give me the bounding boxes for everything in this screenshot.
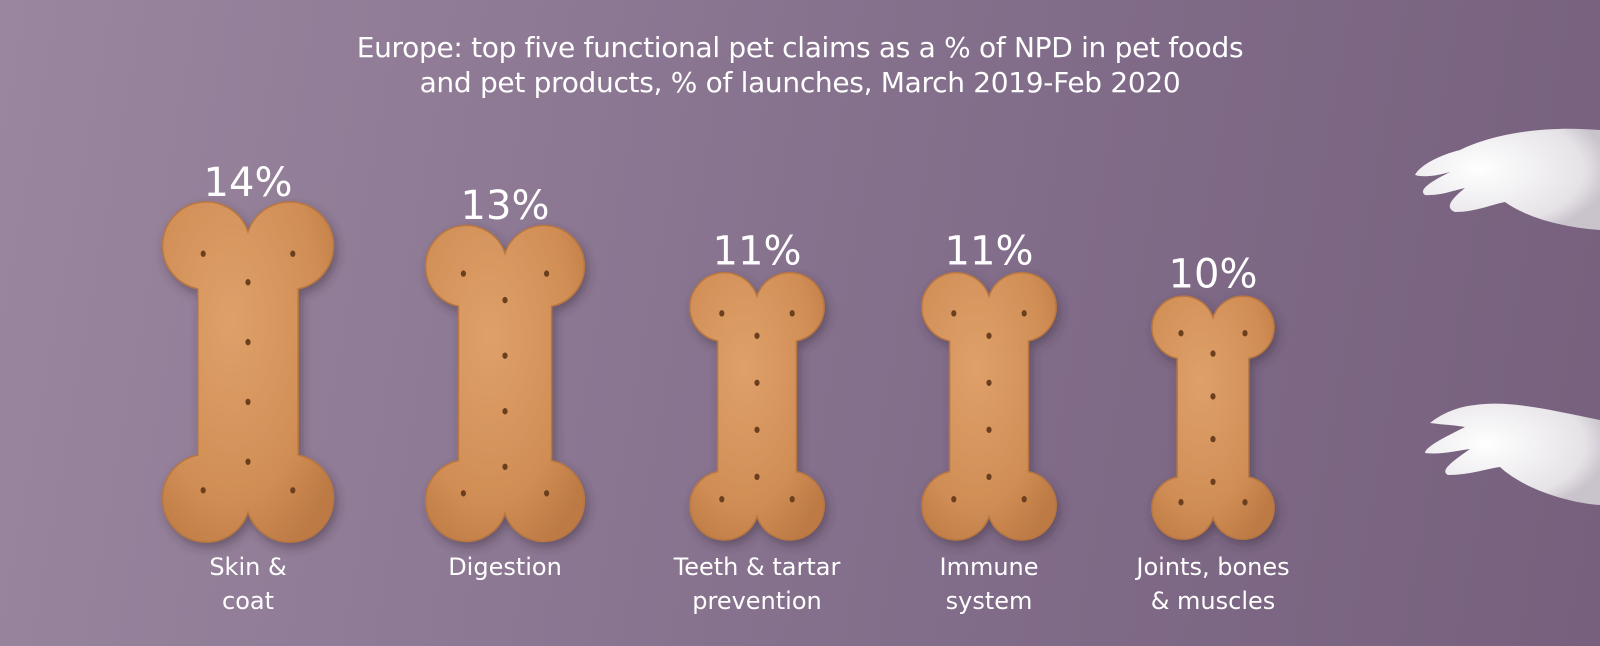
bars-group: 14% Skin & coat 13% Digestion 11% Teeth & tart… bbox=[161, 160, 1290, 615]
bone-hole bbox=[951, 496, 957, 503]
bone-hole bbox=[1242, 499, 1248, 506]
bar-shape bbox=[424, 224, 586, 543]
bone-hole bbox=[986, 379, 992, 386]
bone-hole bbox=[245, 338, 251, 346]
category-label: Immune bbox=[939, 553, 1038, 581]
bone-hole bbox=[544, 270, 550, 277]
category-label: system bbox=[946, 587, 1033, 615]
bone-hole bbox=[502, 296, 508, 304]
chart-title-line-1: Europe: top five functional pet claims a… bbox=[356, 31, 1244, 64]
category-label: Skin & bbox=[209, 553, 286, 581]
bar: 10% Joints, bones & muscles bbox=[1134, 251, 1289, 615]
bone-hole bbox=[1021, 496, 1027, 503]
bone-hole bbox=[986, 332, 992, 339]
bone-hole bbox=[1210, 478, 1216, 486]
category-label: coat bbox=[222, 587, 274, 615]
bone-hole bbox=[754, 426, 760, 433]
bone-hole bbox=[502, 463, 508, 470]
bone-hole bbox=[789, 310, 795, 317]
bone-hole bbox=[1021, 310, 1027, 317]
bone-hole bbox=[290, 250, 296, 257]
bone-hole bbox=[789, 496, 795, 503]
data-label: 10% bbox=[1169, 251, 1258, 297]
bone-hole bbox=[502, 408, 508, 415]
paw-icon bbox=[1415, 128, 1600, 230]
bone-hole bbox=[460, 270, 466, 277]
bone-hole bbox=[719, 496, 725, 503]
bar-shape bbox=[161, 201, 335, 543]
chart-title-line-2: and pet products, % of launches, March 2… bbox=[419, 66, 1181, 99]
bar: 14% Skin & coat bbox=[161, 160, 335, 615]
bone-hole bbox=[951, 310, 957, 317]
bone-hole bbox=[1210, 350, 1216, 357]
category-label: Teeth & tartar bbox=[673, 553, 841, 581]
bone-hole bbox=[1178, 330, 1184, 337]
bone-hole bbox=[1178, 499, 1184, 506]
paw-icon bbox=[1425, 403, 1600, 505]
bone-hole bbox=[1210, 393, 1216, 400]
bone-hole bbox=[754, 332, 760, 339]
bone-hole bbox=[200, 250, 206, 257]
bone-hole bbox=[544, 490, 550, 497]
bone-hole bbox=[719, 310, 725, 317]
data-label: 11% bbox=[945, 229, 1034, 275]
bar: 13% Digestion bbox=[424, 183, 586, 581]
bone-hole bbox=[460, 490, 466, 497]
category-label: Joints, bones bbox=[1134, 553, 1289, 581]
bar-shape bbox=[921, 271, 1057, 541]
bone-hole bbox=[986, 473, 992, 481]
bone-hole bbox=[245, 279, 251, 286]
bone-hole bbox=[754, 473, 760, 481]
data-label: 11% bbox=[713, 229, 802, 275]
bone-hole bbox=[1210, 435, 1216, 443]
bone-hole bbox=[245, 458, 251, 465]
bone-hole bbox=[986, 426, 992, 433]
bone-hole bbox=[245, 398, 251, 406]
bone-hole bbox=[200, 487, 206, 494]
bar-shape bbox=[1151, 295, 1275, 540]
bone-hole bbox=[502, 352, 508, 359]
bone-hole bbox=[754, 379, 760, 386]
data-label: 13% bbox=[461, 183, 550, 229]
bar-shape bbox=[689, 271, 825, 541]
bone-hole bbox=[290, 487, 296, 494]
bone-hole bbox=[1242, 330, 1248, 337]
bar: 11% Teeth & tartar prevention bbox=[673, 229, 841, 615]
bar: 11% Immune system bbox=[921, 229, 1057, 615]
category-label: & muscles bbox=[1151, 587, 1276, 615]
data-label: 14% bbox=[204, 160, 293, 206]
category-label: prevention bbox=[692, 587, 822, 615]
category-label: Digestion bbox=[448, 553, 562, 581]
